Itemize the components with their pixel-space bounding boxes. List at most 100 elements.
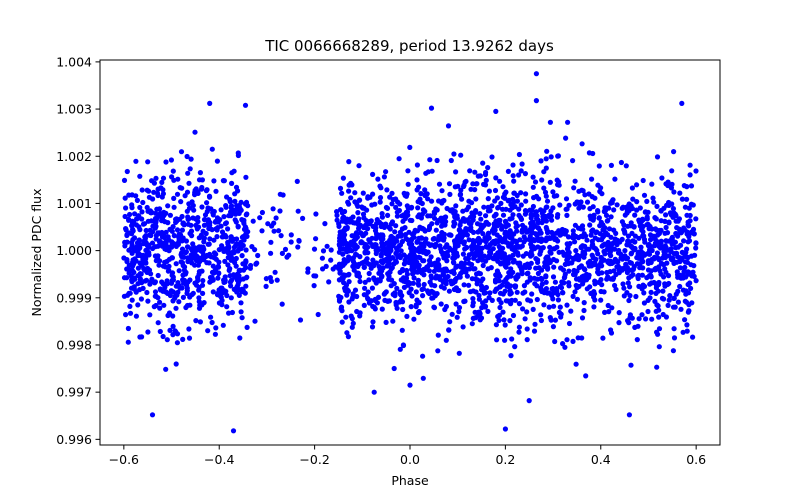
data-point bbox=[550, 285, 556, 292]
data-point bbox=[497, 178, 503, 184]
data-point bbox=[400, 342, 406, 348]
data-point bbox=[371, 389, 377, 395]
y-tick-label: 0.998 bbox=[56, 337, 92, 352]
data-point bbox=[219, 302, 225, 308]
data-point bbox=[619, 267, 625, 273]
data-point bbox=[252, 318, 258, 324]
data-point bbox=[167, 212, 173, 218]
data-point bbox=[507, 283, 514, 289]
data-point bbox=[228, 283, 234, 289]
data-point bbox=[268, 278, 274, 284]
data-point bbox=[514, 289, 520, 295]
x-axis: −0.6 −0.4 −0.2 0.0 0.2 0.4 0.6 bbox=[109, 445, 706, 467]
data-point bbox=[693, 240, 699, 246]
data-point bbox=[176, 299, 182, 305]
data-point bbox=[468, 186, 474, 192]
data-point bbox=[613, 286, 619, 293]
data-point bbox=[141, 238, 147, 244]
data-point bbox=[602, 241, 608, 247]
data-point bbox=[366, 277, 372, 283]
data-point bbox=[223, 234, 229, 240]
data-point bbox=[365, 195, 371, 201]
data-point bbox=[145, 329, 151, 335]
data-point bbox=[234, 241, 240, 247]
data-point bbox=[237, 335, 243, 341]
data-point bbox=[543, 286, 550, 292]
data-point bbox=[173, 219, 179, 225]
data-point bbox=[124, 168, 130, 175]
data-point bbox=[428, 273, 434, 279]
data-point bbox=[179, 246, 186, 252]
data-point bbox=[464, 266, 470, 273]
data-point bbox=[493, 322, 499, 328]
data-point bbox=[224, 194, 230, 200]
data-point bbox=[338, 306, 344, 312]
data-point bbox=[388, 283, 394, 289]
data-point bbox=[216, 247, 222, 253]
data-point bbox=[550, 205, 556, 211]
data-point bbox=[505, 198, 511, 204]
data-point bbox=[427, 279, 433, 285]
data-point bbox=[612, 282, 618, 289]
data-point bbox=[165, 290, 171, 296]
data-point bbox=[146, 244, 152, 250]
data-point bbox=[398, 248, 404, 254]
data-point bbox=[589, 228, 595, 234]
data-point bbox=[390, 318, 396, 324]
data-point bbox=[586, 150, 593, 156]
data-point bbox=[648, 237, 654, 243]
data-point bbox=[372, 306, 378, 312]
data-point bbox=[466, 237, 472, 243]
data-point bbox=[427, 213, 433, 219]
data-point bbox=[624, 210, 630, 216]
data-point bbox=[241, 235, 247, 241]
data-point bbox=[209, 319, 215, 326]
data-point bbox=[590, 241, 596, 247]
data-point bbox=[133, 313, 139, 319]
data-point bbox=[497, 234, 503, 240]
data-point bbox=[273, 215, 279, 221]
data-point bbox=[544, 198, 551, 204]
data-point bbox=[459, 196, 465, 202]
data-point bbox=[370, 257, 376, 263]
data-point bbox=[236, 292, 242, 298]
data-point bbox=[541, 185, 547, 191]
data-point bbox=[480, 276, 486, 282]
data-point bbox=[645, 260, 652, 266]
data-point bbox=[323, 263, 329, 269]
data-point bbox=[378, 269, 384, 276]
data-point bbox=[230, 428, 237, 434]
data-point bbox=[670, 348, 677, 354]
data-point bbox=[395, 233, 401, 239]
data-point bbox=[225, 226, 231, 232]
data-point bbox=[494, 223, 500, 229]
data-point bbox=[581, 232, 587, 238]
data-point bbox=[361, 264, 367, 270]
data-point bbox=[344, 292, 350, 298]
data-point bbox=[674, 259, 680, 265]
data-point bbox=[155, 192, 161, 199]
data-point bbox=[199, 177, 205, 183]
data-point bbox=[515, 274, 521, 280]
data-point bbox=[575, 199, 582, 205]
data-point bbox=[663, 212, 669, 218]
data-point bbox=[457, 239, 463, 245]
data-point bbox=[408, 304, 414, 310]
data-point bbox=[354, 308, 360, 315]
data-point bbox=[147, 227, 153, 233]
data-point bbox=[184, 153, 190, 160]
data-point bbox=[414, 239, 420, 245]
data-point bbox=[483, 169, 489, 176]
data-point bbox=[464, 273, 470, 279]
data-point bbox=[139, 216, 145, 222]
data-point bbox=[549, 217, 555, 223]
data-point bbox=[146, 269, 152, 275]
data-point bbox=[220, 178, 226, 184]
data-point bbox=[433, 264, 439, 270]
data-point bbox=[288, 232, 294, 238]
data-point bbox=[217, 217, 223, 223]
data-point bbox=[166, 267, 172, 274]
data-point bbox=[373, 225, 379, 231]
data-point bbox=[477, 311, 483, 317]
